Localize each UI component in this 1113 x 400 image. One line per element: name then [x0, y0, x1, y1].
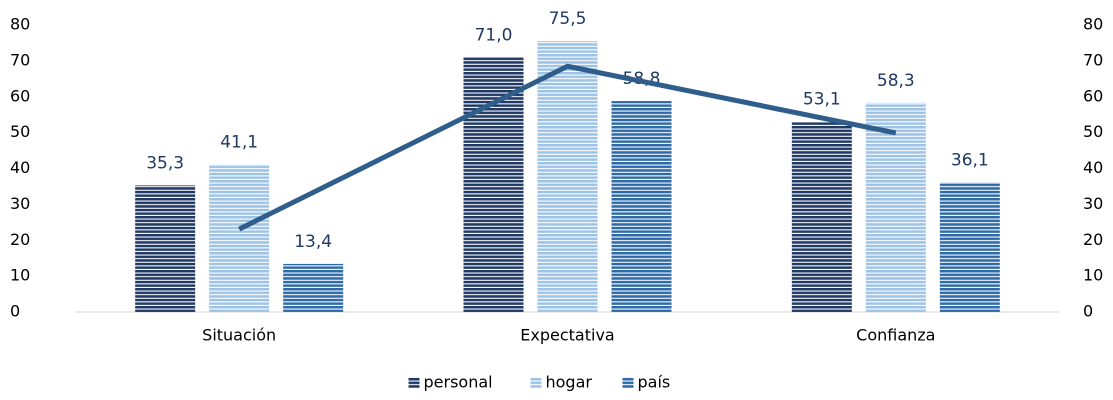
bar	[209, 164, 270, 312]
value-label: 13,4	[294, 232, 332, 252]
value-label: 53,1	[803, 90, 841, 110]
bar	[135, 185, 196, 312]
value-label: 75,5	[549, 9, 587, 29]
y-tick-label: 20	[10, 230, 30, 249]
y2-tick-label: 50	[1083, 122, 1103, 141]
y2-tick-label: 40	[1083, 158, 1103, 177]
x-tick-label: Expectativa	[520, 326, 614, 345]
line	[238, 63, 897, 232]
bar	[865, 102, 926, 312]
legend-label: país	[638, 373, 671, 392]
legend-label: hogar	[546, 373, 593, 392]
y-tick-label: 60	[10, 86, 30, 105]
bar	[537, 41, 598, 313]
bar	[791, 121, 852, 312]
y2-tick-label: 30	[1083, 194, 1103, 213]
legend-swatch	[622, 377, 634, 388]
y2-tick-label: 60	[1083, 86, 1103, 105]
y2-tick-label: 70	[1083, 50, 1103, 69]
legend-swatch	[530, 377, 542, 388]
x-tick-label: Confianza	[856, 326, 935, 345]
value-label: 35,3	[146, 153, 184, 173]
y-tick-label: 80	[10, 15, 30, 34]
y2-tick-label: 20	[1083, 230, 1103, 249]
bar	[611, 101, 672, 313]
bar	[939, 182, 1000, 312]
y-tick-label: 40	[10, 158, 30, 177]
legend-swatch	[408, 377, 420, 388]
y-tick-label: 10	[10, 266, 30, 285]
value-label: 71,0	[475, 25, 513, 45]
x-tick-label: Situación	[202, 326, 276, 345]
y2-tick-label: 0	[1083, 302, 1093, 321]
y2-tick-label: 10	[1083, 266, 1103, 285]
y-tick-label: 0	[10, 302, 20, 321]
y-tick-label: 30	[10, 194, 30, 213]
y2-tick-label: 80	[1083, 15, 1103, 34]
y-tick-label: 50	[10, 122, 30, 141]
legend-label: personal	[424, 373, 493, 392]
bar	[283, 263, 344, 312]
bar	[463, 57, 524, 312]
value-label: 36,1	[951, 150, 989, 170]
y-tick-label: 70	[10, 50, 30, 69]
value-label: 41,1	[220, 133, 258, 153]
value-label: 58,3	[877, 71, 915, 91]
